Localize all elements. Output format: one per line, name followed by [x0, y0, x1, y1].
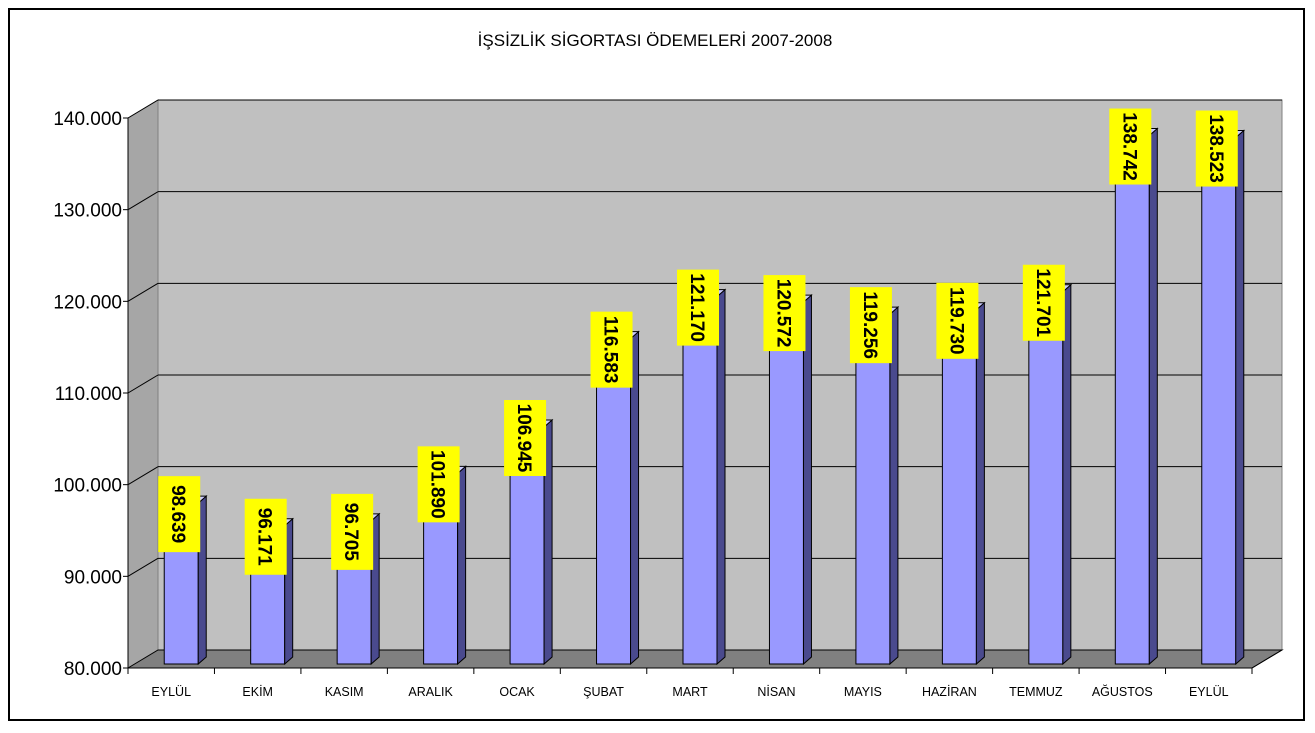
data-label-background [244, 498, 287, 575]
x-tick-label: AĞUSTOS [1092, 684, 1153, 699]
x-tick-label: TEMMUZ [1009, 685, 1063, 699]
data-label-background [936, 282, 979, 359]
y-tick-label: 120.000 [53, 292, 122, 313]
x-tick-label: EYLÜL [151, 685, 191, 699]
bar [941, 309, 977, 665]
gridline-side [127, 282, 159, 302]
data-label-background [590, 311, 633, 388]
data-label-background [763, 275, 806, 352]
x-tick-label: HAZİRAN [922, 685, 977, 699]
x-axis-end [1251, 649, 1283, 669]
data-label: 106.945 [513, 404, 534, 473]
y-tick-label: 140.000 [53, 109, 122, 130]
x-tick-label: NİSAN [757, 685, 795, 699]
data-label: 121.701 [1032, 268, 1053, 337]
bar [855, 313, 891, 665]
gridline-side [127, 374, 159, 394]
bar [682, 296, 718, 665]
gridline-side [127, 557, 159, 577]
data-label: 101.890 [427, 450, 448, 519]
x-tick-label: EKİM [242, 685, 273, 699]
bar-side [1062, 283, 1072, 666]
y-tick-label: 110.000 [55, 384, 122, 405]
data-label: 121.170 [686, 273, 707, 342]
x-tick-label: ARALIK [408, 685, 453, 699]
x-tick-label: EYLÜL [1189, 685, 1229, 699]
axes: 80.000 90.000 100.000 110.000 120.000 130.000… [53, 109, 1283, 699]
data-label: 116.583 [600, 316, 621, 384]
x-tick-label: KASIM [325, 685, 364, 699]
bar-side [1235, 129, 1245, 666]
data-label: 119.256 [859, 291, 880, 359]
bar-side [716, 288, 726, 666]
data-label: 119.730 [945, 287, 966, 355]
data-label-background [1195, 110, 1238, 187]
data-label: 120.572 [772, 279, 793, 348]
gridline-side [127, 191, 159, 211]
data-label-background [677, 269, 719, 346]
x-tick-label: MAYIS [844, 685, 882, 699]
data-label-background [417, 446, 460, 523]
data-label-background [158, 476, 201, 553]
y-tick-label: 100.000 [53, 476, 122, 497]
bar [1201, 137, 1237, 665]
data-label-background [1109, 108, 1152, 185]
x-tick-label: OCAK [499, 685, 535, 699]
data-label-background [504, 400, 547, 477]
y-tick-label: 80.000 [64, 659, 122, 680]
bar-side [1148, 127, 1158, 666]
y-tick-label: 90.000 [64, 567, 122, 588]
y-tick-label: 130.000 [53, 201, 122, 222]
gridline-side [127, 466, 159, 486]
data-label-background [1022, 264, 1065, 341]
bar [1114, 135, 1150, 665]
gridline-side [127, 99, 159, 119]
data-label: 138.523 [1205, 114, 1226, 183]
x-tick-label: MART [672, 685, 708, 699]
chart-title: İŞSİZLİK SİGORTASI ÖDEMELERİ 2007-2008 [478, 31, 833, 50]
data-label-background [849, 287, 892, 364]
data-labels: 98.639 96.171 96.705 101.890 106.945 116.583 1… [158, 108, 1238, 575]
x-tick-label: ŞUBAT [583, 685, 624, 699]
bar [768, 301, 804, 665]
data-label: 98.639 [167, 485, 188, 543]
data-label-background [331, 493, 374, 570]
data-label: 96.171 [254, 508, 275, 567]
data-label: 138.742 [1118, 112, 1139, 181]
data-label: 96.705 [340, 503, 361, 562]
bar [1028, 291, 1064, 665]
